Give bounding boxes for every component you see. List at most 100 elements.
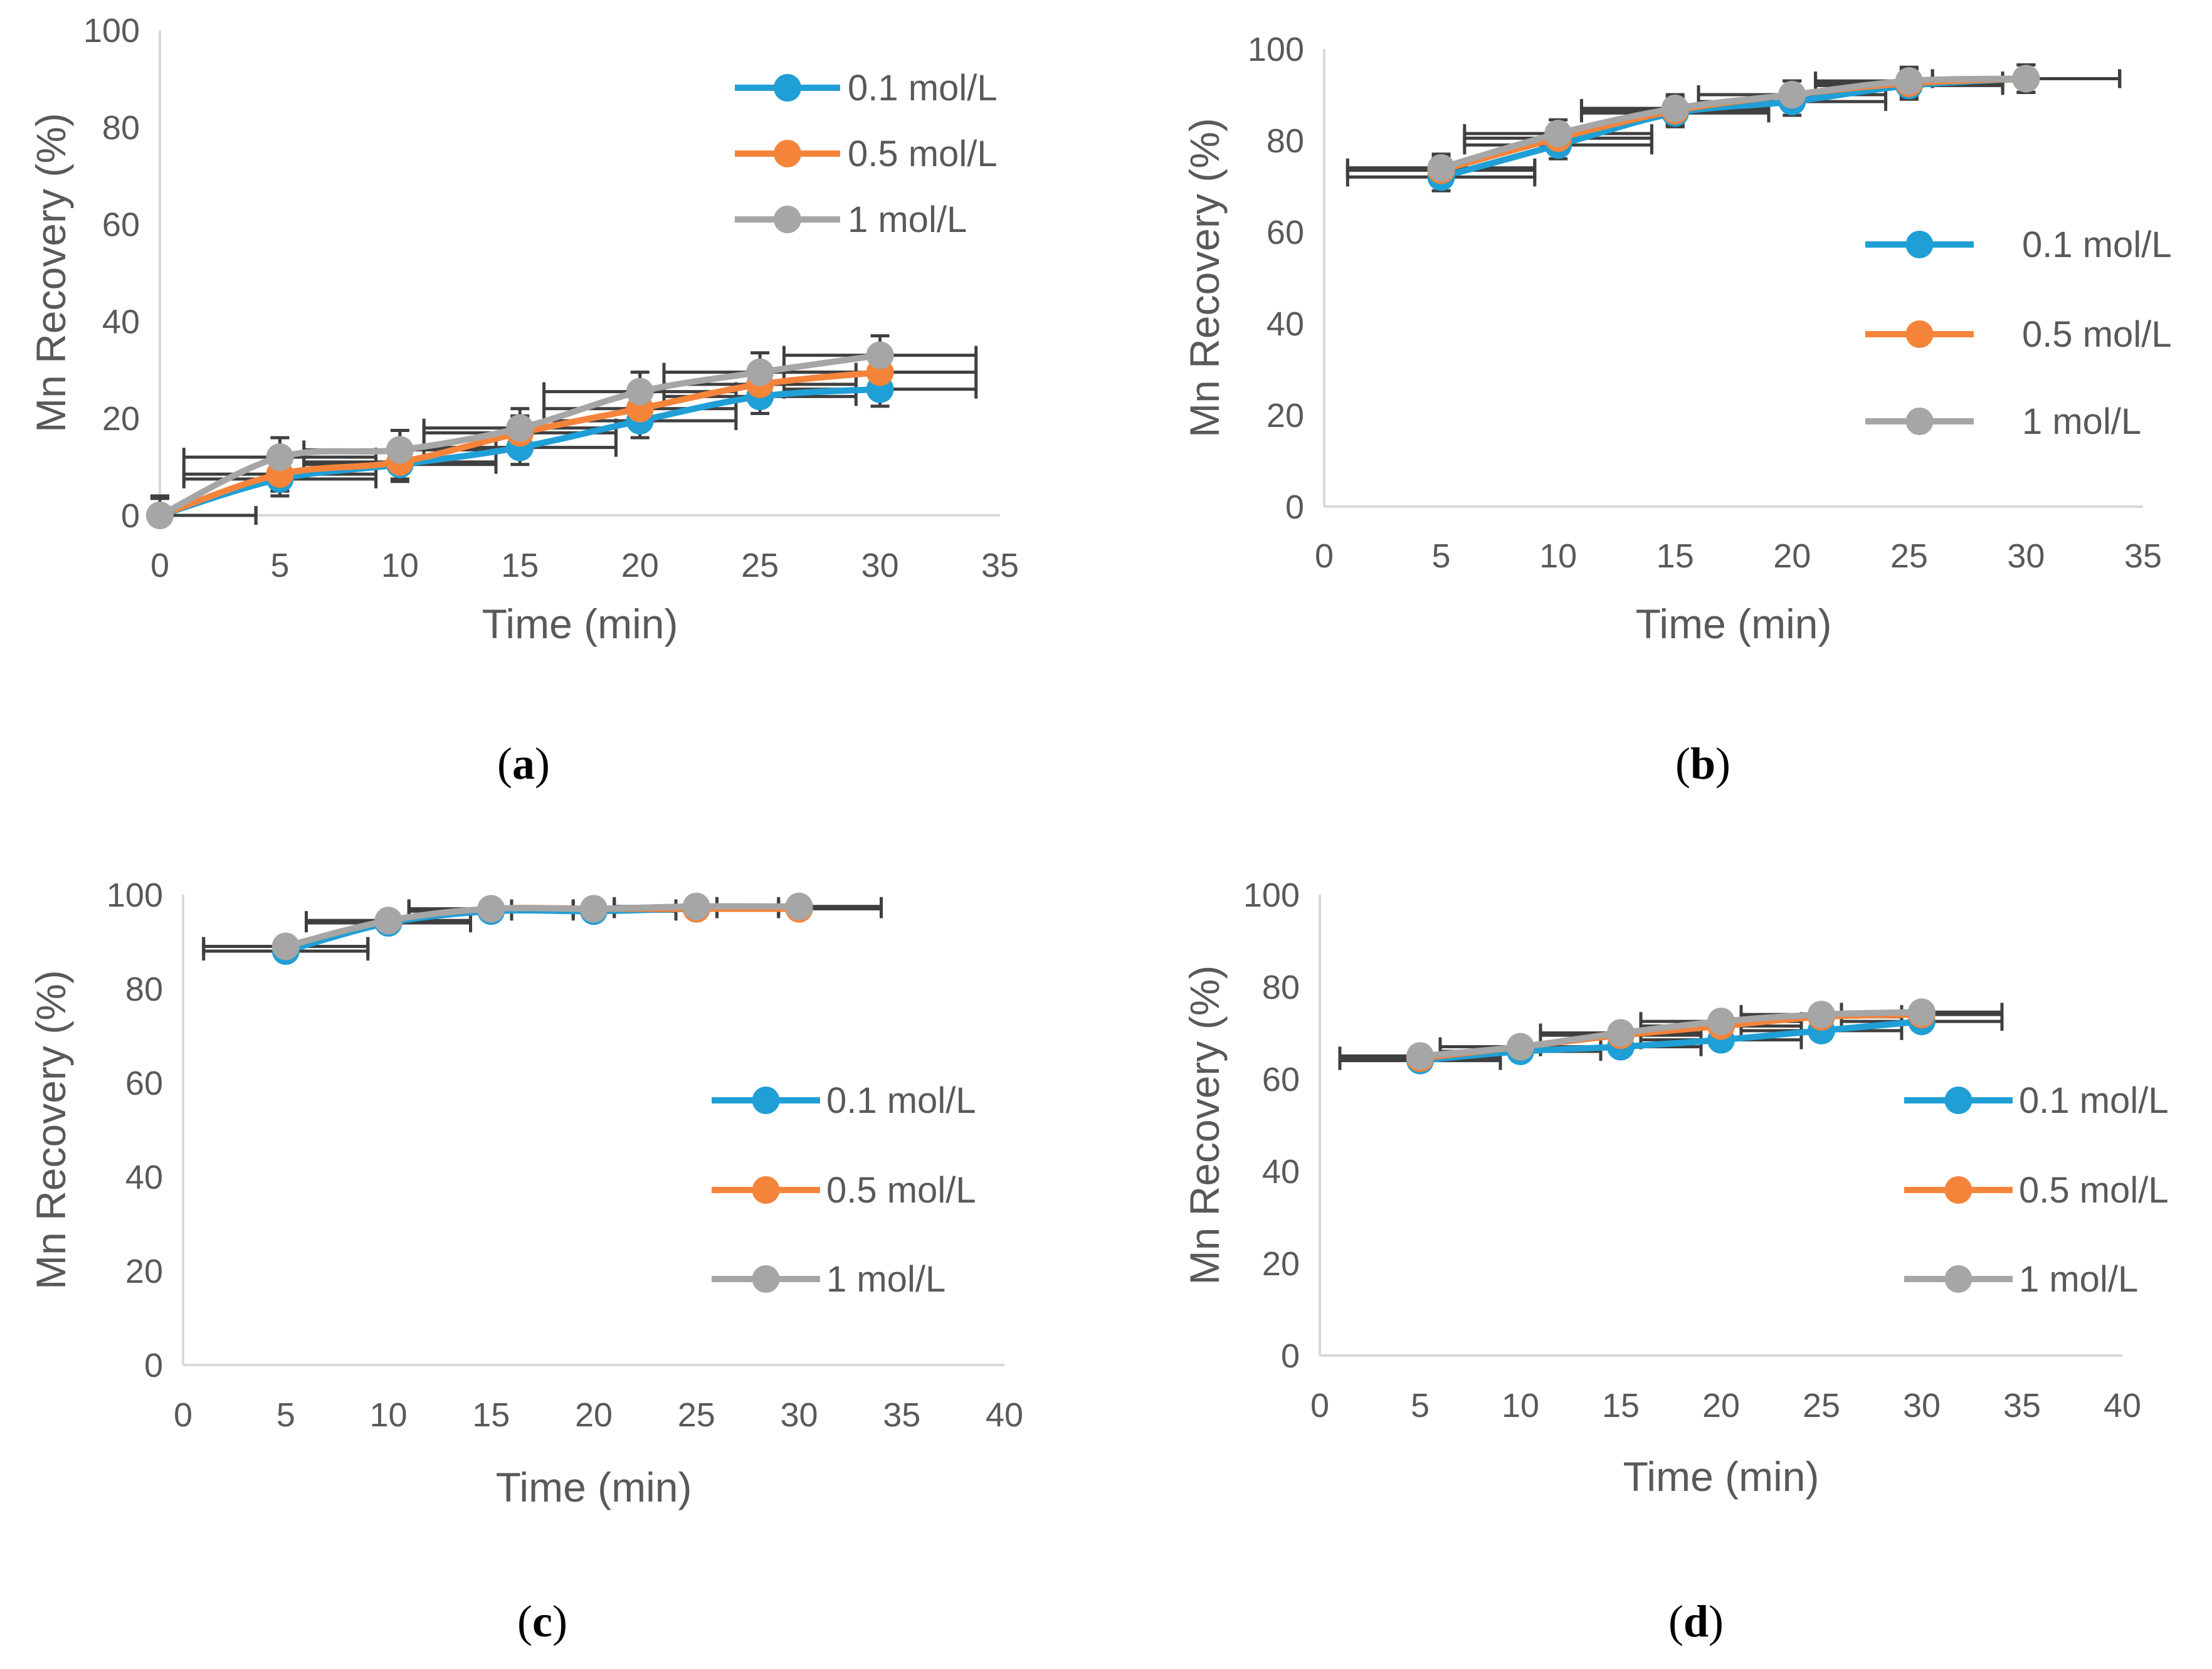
y-tick-label: 20 — [125, 1253, 163, 1290]
data-point-3 — [506, 414, 534, 442]
x-tick-label: 30 — [2007, 537, 2045, 575]
series-line-3 — [1438, 75, 2030, 171]
data-point-3 — [1661, 94, 1689, 122]
y-tick-label: 0 — [1285, 488, 1304, 526]
y-axis-title: Mn Recovery (%) — [1181, 966, 1228, 1285]
data-point-3 — [2012, 65, 2040, 93]
y-tick-label: 100 — [1243, 877, 1300, 914]
y-tick-label: 100 — [83, 12, 140, 50]
x-tick-label: 25 — [1803, 1387, 1840, 1424]
chart-panel-b: 0 20 40 60 80 100 0 5 10 15 20 25 30 35 Time (min) Mn R… — [1181, 31, 2172, 789]
x-axis-title: Time (min) — [1636, 601, 1832, 647]
y-tick-label: 100 — [107, 877, 163, 914]
legend-marker-2 — [1905, 320, 1934, 348]
x-tick-label: 35 — [883, 1396, 920, 1434]
x-tick-label: 5 — [1411, 1387, 1430, 1424]
legend-marker-3 — [1905, 408, 1934, 435]
x-tick-label: 40 — [2104, 1387, 2141, 1424]
y-axis-title: Mn Recovery (%) — [28, 113, 74, 433]
data-point-3 — [1544, 120, 1572, 148]
x-tick-label: 20 — [1702, 1387, 1740, 1424]
x-tick-label: 25 — [741, 547, 779, 584]
y-axis-title: Mn Recovery (%) — [28, 970, 74, 1290]
x-tick-label: 10 — [1539, 537, 1577, 575]
panel-label: (c) — [517, 1596, 567, 1646]
x-axis-title: Time (min) — [496, 1464, 692, 1510]
legend-label-3: 1 mol/L — [2019, 1259, 2138, 1300]
legend-marker-1 — [1905, 231, 1934, 258]
legend-label-3: 1 mol/L — [2022, 401, 2141, 442]
y-tick-label: 80 — [125, 971, 163, 1008]
chart-panel-a: 0 20 40 60 80 100 0 5 10 15 20 25 30 35 Time (min) Mn R… — [28, 12, 1019, 789]
legend-marker-2 — [774, 140, 801, 167]
y-tick-label: 0 — [121, 497, 140, 535]
y-tick-label: 80 — [102, 109, 140, 147]
y-tick-label: 60 — [1267, 214, 1304, 251]
y-tick-label: 80 — [1267, 122, 1304, 160]
data-point-3 — [1607, 1019, 1635, 1047]
x-tick-label: 35 — [981, 547, 1019, 584]
y-tick-label: 0 — [144, 1347, 163, 1384]
data-point-3 — [1507, 1033, 1534, 1061]
x-tick-label: 35 — [2003, 1387, 2041, 1424]
legend-label-1: 0.1 mol/L — [826, 1080, 976, 1121]
data-point-3 — [580, 895, 608, 923]
legend-marker-1 — [752, 1087, 780, 1114]
data-point-3 — [1406, 1042, 1434, 1070]
legend-marker-3 — [1944, 1265, 1972, 1293]
data-point-3 — [146, 502, 174, 529]
y-tick-label: 20 — [1267, 397, 1304, 434]
data-point-3 — [1895, 67, 1923, 95]
x-tick-label: 15 — [1656, 537, 1694, 575]
y-tick-label: 60 — [102, 206, 140, 244]
x-tick-label: 15 — [501, 547, 539, 584]
x-tick-label: 25 — [1890, 537, 1928, 575]
data-point-3 — [374, 907, 403, 935]
x-tick-label: 30 — [861, 547, 899, 584]
legend-label-2: 0.5 mol/L — [848, 134, 998, 174]
panel-label: (d) — [1668, 1596, 1724, 1646]
data-point-3 — [785, 892, 813, 920]
x-tick-label: 15 — [472, 1396, 510, 1434]
y-tick-label: 60 — [1262, 1061, 1300, 1098]
x-tick-label: 5 — [270, 547, 289, 584]
x-tick-label: 20 — [575, 1396, 613, 1434]
data-point-3 — [1808, 1001, 1835, 1029]
x-tick-label: 20 — [1773, 537, 1811, 575]
x-tick-label: 0 — [1315, 537, 1334, 575]
data-point-3 — [866, 341, 894, 369]
y-tick-label: 40 — [102, 303, 140, 340]
x-tick-label: 5 — [1432, 537, 1451, 575]
data-point-3 — [386, 436, 414, 464]
y-tick-label: 60 — [125, 1065, 163, 1102]
data-point-3 — [626, 377, 654, 406]
legend-marker-3 — [752, 1265, 780, 1293]
x-axis-title: Time (min) — [482, 601, 678, 647]
legend-label-3: 1 mol/L — [826, 1259, 945, 1300]
panel-label: (b) — [1675, 739, 1730, 789]
data-point-3 — [1707, 1008, 1735, 1036]
data-point-3 — [1427, 154, 1455, 182]
y-tick-label: 40 — [1262, 1153, 1300, 1191]
legend-marker-2 — [752, 1176, 780, 1204]
x-tick-label: 30 — [1903, 1387, 1941, 1424]
legend-label-1: 0.1 mol/L — [2022, 224, 2172, 265]
y-tick-label: 100 — [1248, 31, 1304, 68]
data-point-3 — [746, 358, 774, 386]
y-tick-label: 20 — [1262, 1245, 1300, 1283]
y-tick-label: 40 — [1267, 305, 1304, 343]
y-tick-label: 20 — [102, 400, 140, 438]
x-tick-label: 10 — [369, 1396, 407, 1434]
x-tick-label: 40 — [986, 1396, 1023, 1434]
x-tick-label: 10 — [381, 547, 419, 584]
legend-marker-1 — [774, 74, 801, 102]
legend-label-3: 1 mol/L — [848, 199, 967, 240]
legend-label-2: 0.5 mol/L — [2019, 1170, 2169, 1211]
x-tick-label: 25 — [678, 1396, 715, 1434]
x-axis-title: Time (min) — [1623, 1453, 1820, 1500]
x-tick-label: 15 — [1602, 1387, 1640, 1424]
data-point-3 — [1908, 998, 1936, 1026]
legend-marker-2 — [1944, 1176, 1972, 1204]
data-point-3 — [266, 443, 294, 471]
